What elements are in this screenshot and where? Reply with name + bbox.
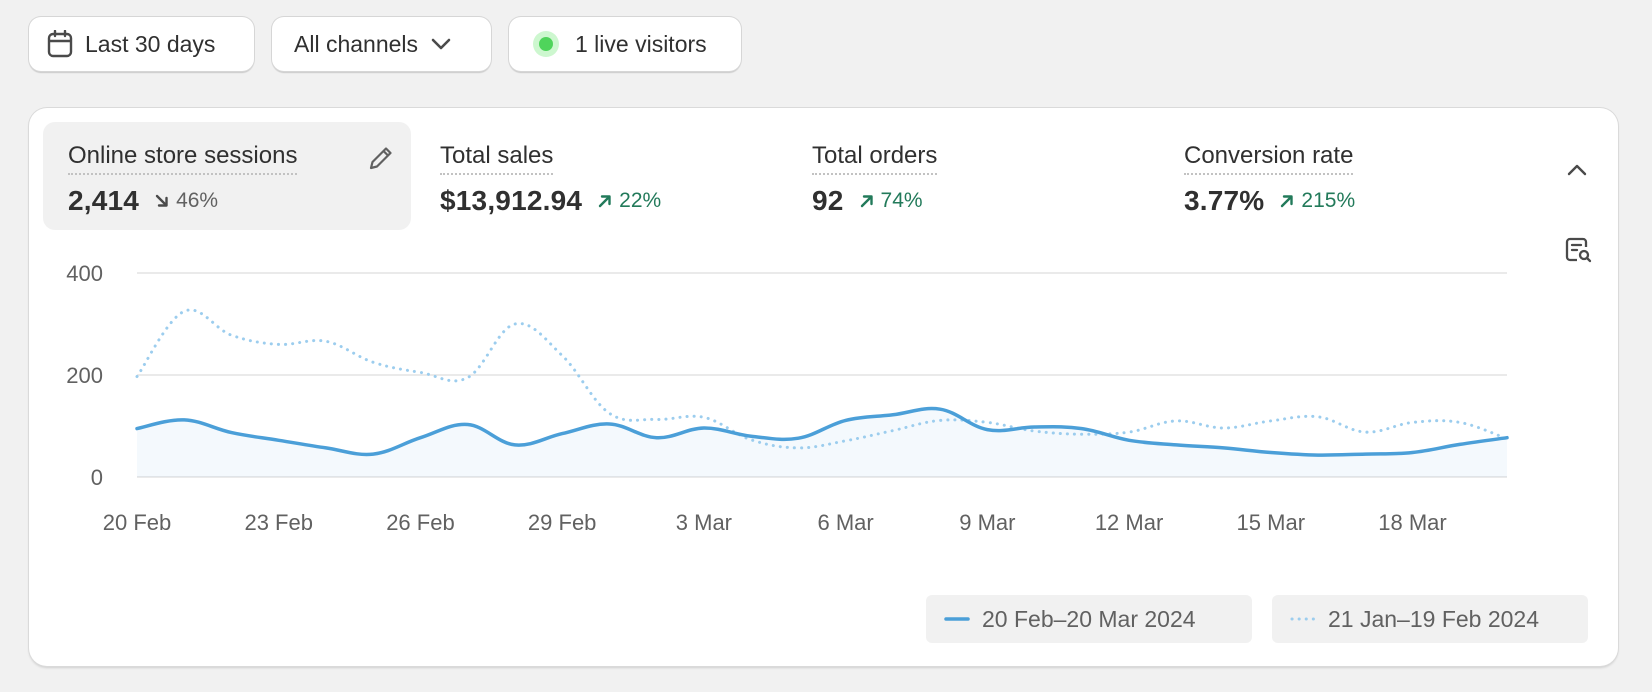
trend-indicator: 22% [598,189,661,213]
metric-online-store-sessions[interactable]: Online store sessions 2,414 46% [43,122,411,230]
metric-value: 92 [812,184,844,216]
trend-indicator: 46% [155,189,218,213]
series-line-current-period [135,406,1509,457]
report-search-icon[interactable] [1564,236,1592,264]
trend-value: 46% [176,188,219,212]
trend-indicator: 215% [1280,189,1355,213]
arrow-up-right-icon [598,194,611,207]
series-line-previous-period [135,308,1509,450]
x-tick-label: 18 Mar [1378,510,1446,535]
live-status-dot [533,31,559,57]
metric-value: $13,912.94 [440,184,583,216]
metric-total-orders[interactable]: Total orders 92 74% [787,122,1155,230]
arrow-up-right-icon [860,194,873,207]
metric-value: 3.77% [1184,184,1265,216]
metric-label: Total sales [440,142,554,175]
date-range-button[interactable]: Last 30 days [29,17,254,71]
x-tick-label: 9 Mar [959,510,1015,535]
arrow-up-right-icon [1281,194,1294,207]
x-tick-label: 3 Mar [676,510,732,535]
arrow-down-right-icon [155,194,168,207]
trend-value: 22% [619,188,662,212]
legend-label: 20 Feb–20 Mar 2024 [982,605,1196,632]
x-tick-label: 23 Feb [244,510,313,535]
metric-label: Online store sessions [68,142,298,175]
x-tick-label: 29 Feb [528,510,597,535]
trend-value: 215% [1301,188,1356,212]
calendar-icon [47,30,73,58]
series-area-current-period [137,408,1507,477]
x-tick-label: 12 Mar [1095,510,1163,535]
sessions-line-chart: 0 200 400 20 Feb 23 Feb 26 Feb 29 Feb 3 Mar 6 M… [66,261,1509,535]
analytics-card: Online store sessions 2,414 46% Total sa… [29,108,1618,666]
live-visitors-label: 1 live visitors [575,30,707,57]
x-tick-label: 6 Mar [817,510,873,535]
x-tick-label: 20 Feb [103,510,172,535]
legend-solid-line-icon [944,617,970,621]
metric-value: 2,414 [68,184,140,216]
date-range-label: Last 30 days [85,30,216,57]
metric-label: Conversion rate [1184,142,1354,175]
legend-label: 21 Jan–19 Feb 2024 [1328,605,1540,632]
channels-dropdown[interactable]: All channels [272,17,491,71]
trend-value: 74% [880,188,923,212]
metric-label: Total orders [812,142,938,175]
trend-indicator: 74% [860,189,923,213]
y-tick-label: 400 [66,261,103,286]
live-visitors-button[interactable]: 1 live visitors [509,17,741,71]
legend-item-current-period[interactable]: 20 Feb–20 Mar 2024 [926,595,1252,643]
pencil-icon[interactable] [367,144,395,172]
channels-label: All channels [294,30,419,57]
x-tick-label: 15 Mar [1237,510,1305,535]
legend-item-previous-period[interactable]: 21 Jan–19 Feb 2024 [1272,595,1588,643]
chevron-up-icon[interactable] [1566,163,1588,177]
x-tick-label: 26 Feb [386,510,455,535]
legend-dotted-line-icon [1290,617,1316,621]
metric-total-sales[interactable]: Total sales $13,912.94 22% [415,122,783,230]
metric-conversion-rate[interactable]: Conversion rate 3.77% 215% [1159,122,1527,230]
chevron-down-icon [431,38,451,50]
y-tick-label: 0 [91,465,103,490]
y-tick-label: 200 [66,363,103,388]
